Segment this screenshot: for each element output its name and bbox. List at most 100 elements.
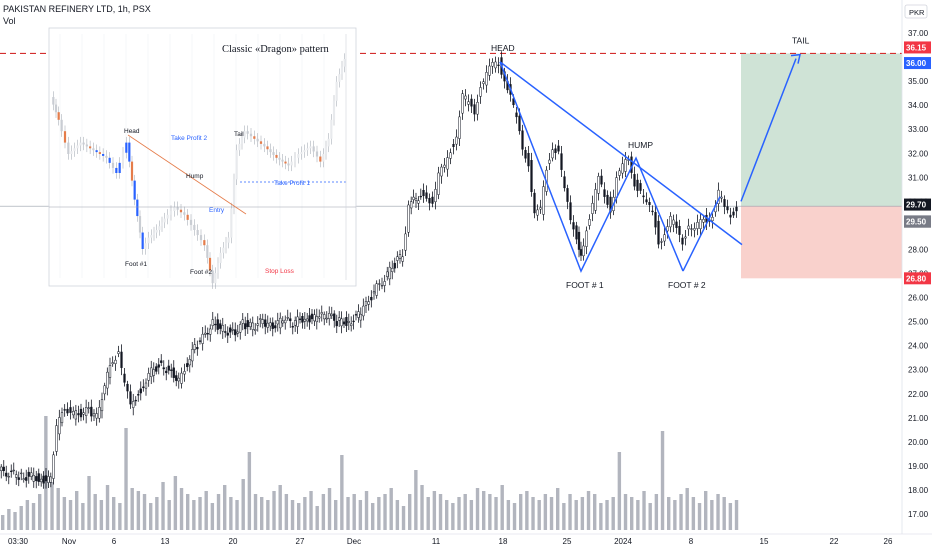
candle-body xyxy=(236,331,239,334)
candle-body xyxy=(7,476,10,478)
candle-body xyxy=(345,317,348,326)
time-axis: 03:30 Nov 6 13 20 27 Dec 11 18 25 2024 8 15 22 26 xyxy=(0,533,932,550)
candle-body xyxy=(473,104,476,115)
candle-body xyxy=(572,222,575,230)
candle-body xyxy=(735,206,738,212)
volume-bar xyxy=(253,494,258,530)
candle-body xyxy=(167,365,170,371)
inset-candle-body xyxy=(102,154,105,156)
candle-body xyxy=(350,323,353,326)
candle-body xyxy=(585,230,588,247)
candle-body xyxy=(391,267,394,272)
inset-candle-body xyxy=(169,211,173,215)
inset-candle-body xyxy=(293,157,297,162)
volume-bar xyxy=(389,488,393,530)
candle-body xyxy=(354,314,358,316)
tag-stop-bg xyxy=(904,272,931,285)
volume-bar xyxy=(673,500,677,530)
inset-candle-body xyxy=(303,150,306,153)
inset-candle-body xyxy=(76,145,79,149)
pattern-neckline xyxy=(499,61,743,246)
inset-label-hump: Hump xyxy=(186,173,204,180)
inset-candle-body xyxy=(155,230,158,233)
candle-body xyxy=(44,475,48,482)
inset-candle-body xyxy=(309,146,312,149)
candle-body xyxy=(106,371,109,389)
candle-body xyxy=(370,296,373,301)
candle-body xyxy=(126,383,129,392)
candle-body xyxy=(633,174,636,187)
symbol-title[interactable]: PAKISTAN REFINERY LTD, 1h, PSX xyxy=(3,4,151,14)
volume-bar xyxy=(247,452,252,530)
volume-bar xyxy=(38,494,42,530)
volume-bar xyxy=(543,494,548,530)
volume-bar xyxy=(1,515,5,530)
pattern-foot2-leg xyxy=(682,196,721,272)
candle-body xyxy=(446,157,449,170)
volume-bar xyxy=(660,431,665,530)
candle-body xyxy=(117,351,120,354)
candle-body xyxy=(530,160,533,192)
volume-bar xyxy=(716,494,720,530)
candle-body xyxy=(198,340,202,342)
candle-body xyxy=(274,325,277,329)
inset-candle-body xyxy=(111,162,115,168)
candle-body xyxy=(308,315,311,323)
x-tick-label: 26 xyxy=(884,537,893,546)
candle-body xyxy=(100,399,104,412)
candle-body xyxy=(548,159,551,164)
candle-body xyxy=(204,332,207,335)
volume-bar xyxy=(204,491,208,530)
candle-body xyxy=(259,318,262,320)
volume-bar xyxy=(377,497,381,530)
volume-bar xyxy=(309,491,313,530)
volume-bar xyxy=(611,497,615,530)
tag-stop: 26.80 xyxy=(906,274,927,283)
candle-body xyxy=(221,325,224,332)
volume-bar xyxy=(284,494,289,530)
candle-body xyxy=(180,372,183,384)
inset-candle-body xyxy=(322,154,325,162)
volume-bar xyxy=(68,500,73,530)
inset-candle-body xyxy=(121,152,125,163)
candle-body xyxy=(437,172,440,195)
inset-candle-body xyxy=(319,156,322,162)
candle-body xyxy=(114,359,117,364)
candle-body xyxy=(291,326,294,328)
volume-bar xyxy=(99,500,104,530)
inset-candle-body xyxy=(297,154,300,158)
candle-body xyxy=(286,317,289,319)
candle-body xyxy=(191,349,194,362)
candle-body xyxy=(488,65,491,76)
candle-body xyxy=(98,407,101,419)
volume-bar xyxy=(512,503,517,530)
candle-body xyxy=(479,87,482,97)
x-tick-label: 11 xyxy=(432,537,441,546)
candle-body xyxy=(419,195,422,198)
candle-body xyxy=(482,81,485,84)
volume-bar xyxy=(112,497,116,530)
volume-bar xyxy=(414,470,418,530)
candle-body xyxy=(303,318,306,322)
inset-candle-body xyxy=(92,148,95,151)
inset-candle-body xyxy=(54,104,58,113)
volume-bar xyxy=(210,503,215,530)
candle-body xyxy=(696,222,699,229)
candle-body xyxy=(338,317,341,321)
candle-body xyxy=(357,311,360,318)
volume-bar xyxy=(371,503,375,530)
label-foot1: FOOT # 1 xyxy=(566,280,604,290)
volume-bar xyxy=(364,491,369,530)
candle-body xyxy=(58,417,61,435)
candle-body xyxy=(681,237,684,245)
volume-label: Vol xyxy=(3,16,16,26)
candle-body xyxy=(87,407,90,409)
volume-bar xyxy=(241,479,245,530)
volume-bar xyxy=(580,497,585,530)
candle-body xyxy=(32,475,35,482)
x-tick-label: Dec xyxy=(347,537,361,546)
candle-body xyxy=(618,170,621,176)
volume-bar xyxy=(586,491,591,530)
candle-body xyxy=(150,367,153,377)
